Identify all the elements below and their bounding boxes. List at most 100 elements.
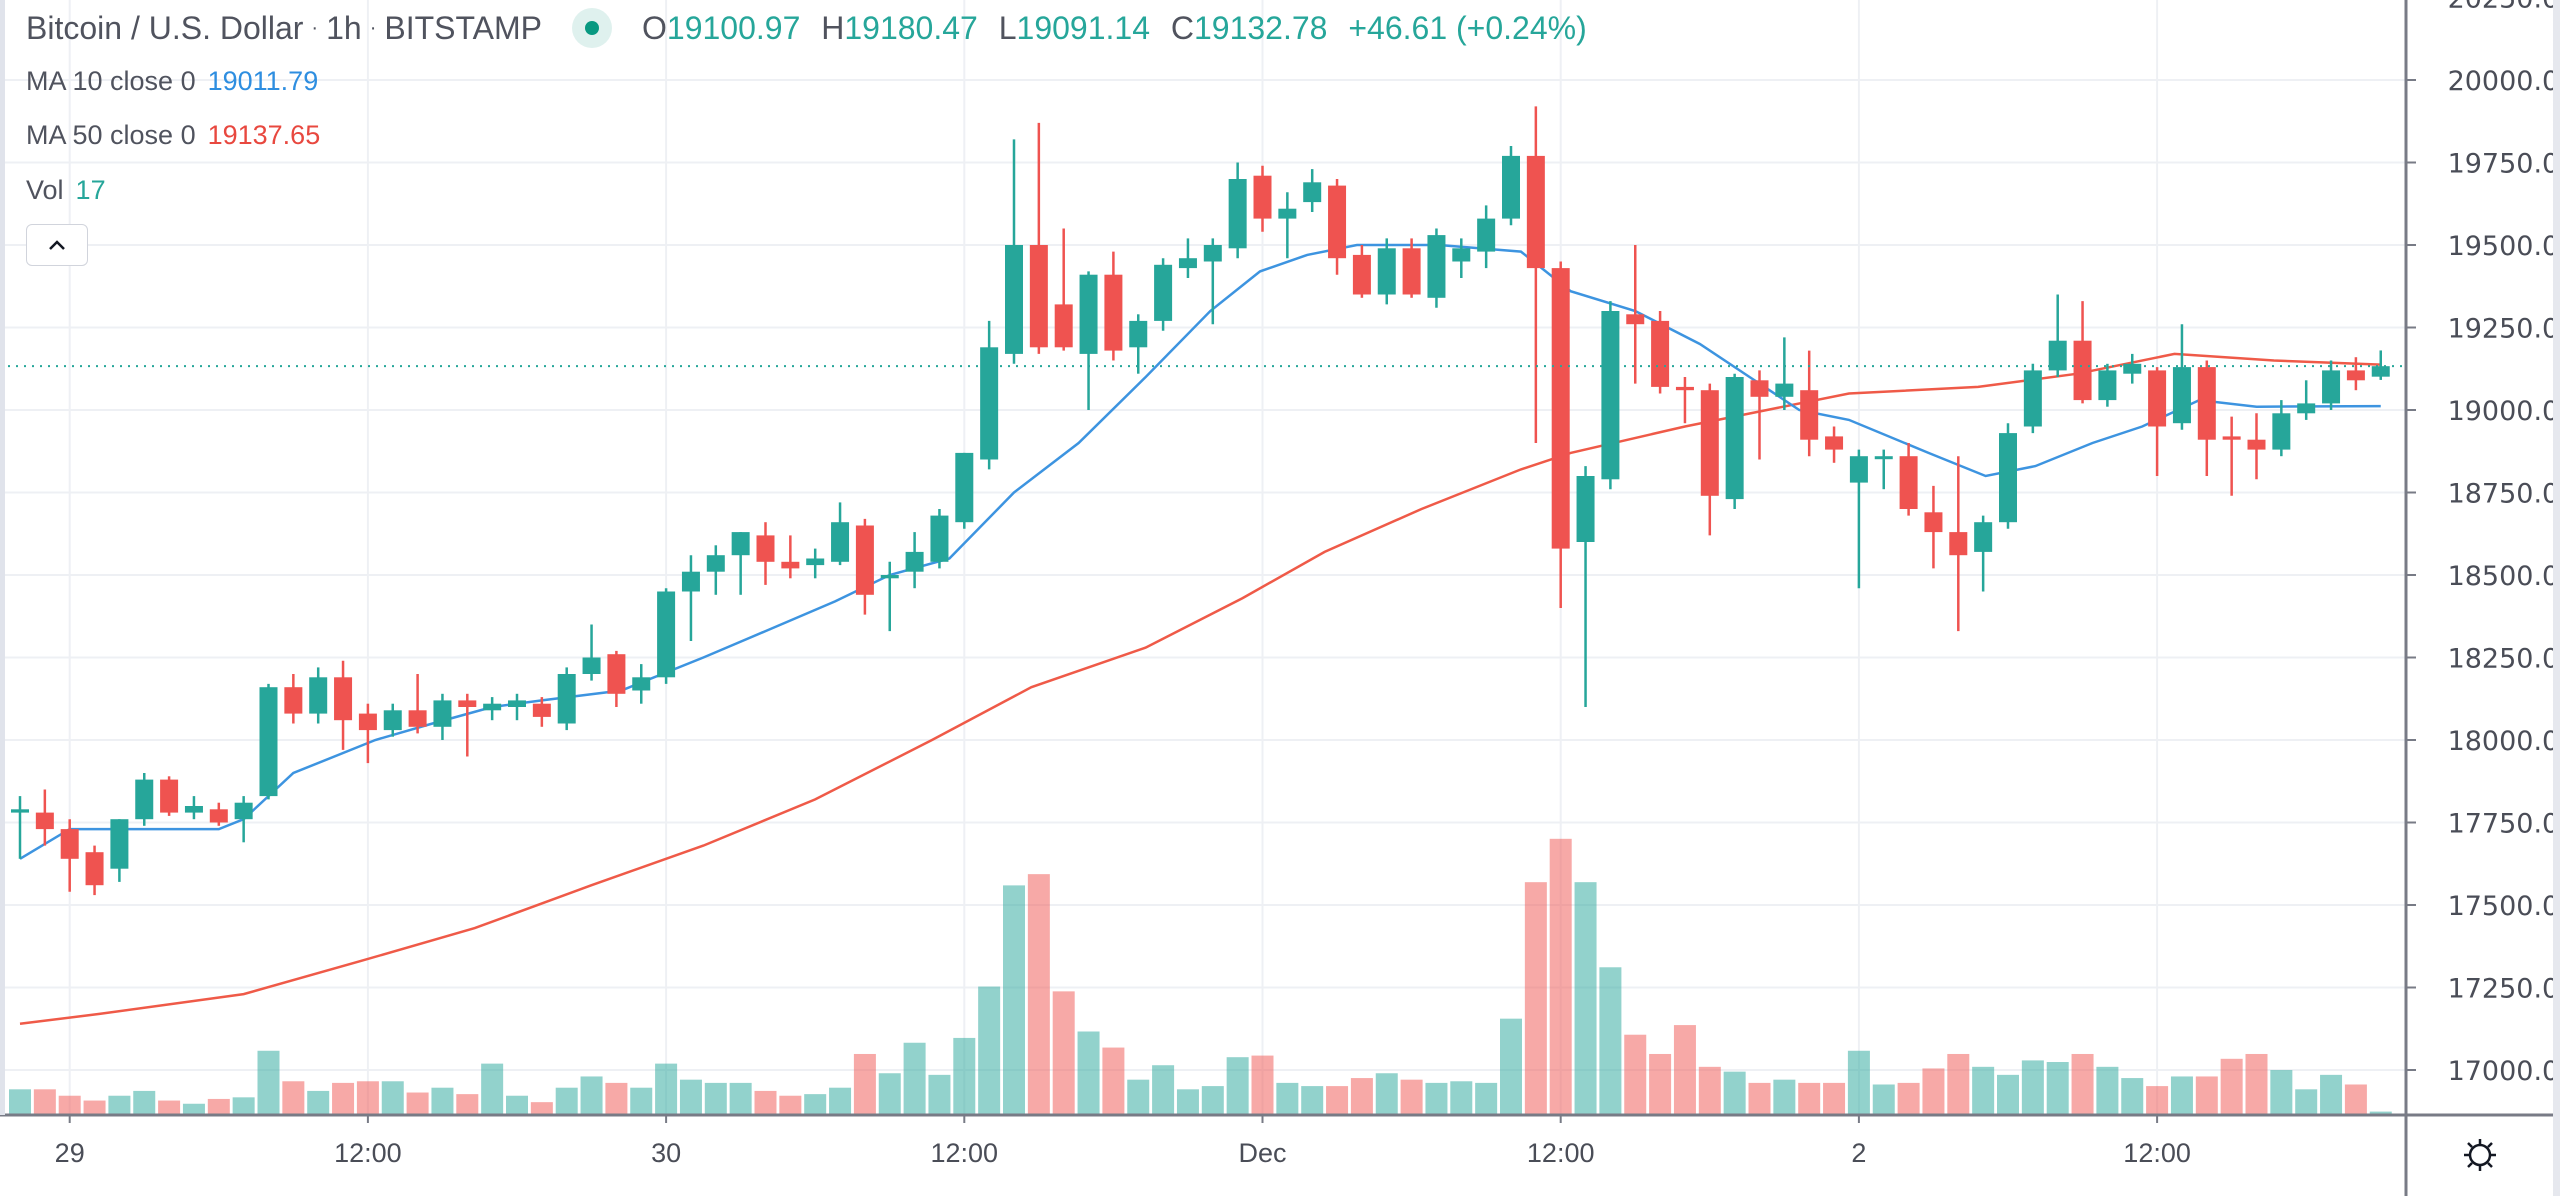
settings-gear-icon[interactable] — [2460, 1135, 2500, 1175]
legend-ma10[interactable]: MA 10 close 0 19011.79 — [26, 66, 318, 97]
volume-bar — [704, 1082, 727, 1115]
volume-bar — [182, 1103, 205, 1115]
volume-bar — [282, 1081, 305, 1115]
low-label: L — [998, 9, 1017, 46]
legend-ma50[interactable]: MA 50 close 0 19137.65 — [26, 120, 320, 151]
ma10-path — [19, 243, 2381, 860]
volume-bar — [133, 1090, 156, 1115]
volume-bar — [456, 1094, 479, 1115]
candle-body — [980, 347, 999, 460]
volume-bar — [2245, 1053, 2268, 1115]
volume-bar — [1723, 1071, 1746, 1115]
volume-bar — [1276, 1082, 1299, 1115]
separator: · — [369, 16, 377, 39]
candle-body — [831, 522, 850, 562]
volume-bar — [655, 1063, 678, 1115]
volume-bar — [9, 1089, 31, 1115]
volume-bar — [580, 1076, 603, 1115]
price-tick-label: 17250.00 — [2448, 974, 2560, 1005]
volume-bar — [332, 1082, 355, 1115]
candle-body — [1924, 512, 1943, 533]
volume-bar — [356, 1081, 379, 1115]
ma10-label: MA 10 close 0 — [26, 66, 196, 96]
candle-body — [955, 452, 974, 523]
legend-volume[interactable]: Vol 17 — [26, 175, 106, 206]
candle-body — [1825, 436, 1844, 450]
time-tick-label: 30 — [651, 1138, 681, 1168]
candle-body — [1054, 304, 1073, 348]
volume-bar — [2344, 1084, 2367, 1115]
candle-body — [408, 710, 427, 727]
candle-body — [1874, 456, 1893, 460]
candle-body — [1328, 185, 1347, 259]
volume-bar — [257, 1050, 280, 1115]
candle-body — [1029, 245, 1048, 348]
candle-body — [880, 575, 899, 579]
volume-bar — [1301, 1086, 1324, 1115]
volume-bar — [878, 1073, 901, 1115]
candle-body — [1899, 456, 1918, 509]
candle-body — [2172, 367, 2191, 424]
candle-body — [1576, 476, 1595, 542]
volume-bar — [2146, 1086, 2169, 1115]
volume-bar — [1251, 1055, 1274, 1115]
candle-body — [35, 812, 54, 830]
volume-bar — [2220, 1058, 2243, 1115]
volume-bar — [1649, 1053, 1672, 1115]
market-status-icon[interactable] — [572, 8, 612, 48]
collapse-legend-button[interactable] — [26, 224, 88, 266]
candle-body — [1626, 314, 1645, 325]
candle-body — [1104, 274, 1123, 351]
volume-bar — [1972, 1066, 1995, 1115]
candlesticks — [11, 106, 2390, 896]
volume-bar — [1500, 1018, 1522, 1115]
price-tick-label: 18500.00 — [2448, 561, 2560, 592]
candle-body — [483, 703, 502, 711]
ma10-line — [19, 243, 2381, 860]
candle-body — [2148, 370, 2167, 427]
interval[interactable]: 1h — [326, 9, 362, 46]
volume-bar — [953, 1037, 976, 1115]
ma50-label: MA 50 close 0 — [26, 120, 196, 150]
volume-bar — [1052, 991, 1075, 1115]
ma50-line — [19, 352, 2381, 1026]
volume-bar — [2369, 1111, 2392, 1115]
symbol-title[interactable]: Bitcoin / U.S. Dollar — [26, 9, 304, 46]
volume-bars — [9, 838, 2392, 1115]
volume-bar — [1003, 885, 1025, 1115]
time-axis[interactable]: 29 12:00 30 12:00 Dec 12:00 2 12:00 — [0, 1113, 2553, 1168]
time-tick-label: 29 — [55, 1138, 85, 1168]
price-tick-label: 19750.00 — [2448, 149, 2560, 180]
candle-body — [607, 654, 626, 694]
candle-body — [1949, 532, 1968, 556]
candle-body — [1651, 320, 1670, 387]
volume-bar — [33, 1089, 56, 1115]
candle-body — [2346, 370, 2365, 381]
candle-body — [1775, 383, 1794, 397]
volume-bar — [1350, 1078, 1373, 1115]
candle-body — [1228, 179, 1247, 249]
volume-bar — [1524, 882, 1547, 1115]
volume-bar — [1574, 882, 1597, 1115]
price-axis[interactable]: 20250.00 20000.00 19750.00 19500.00 19250.00… — [2404, 0, 2560, 1196]
candle-body — [731, 532, 750, 556]
open-label: O — [642, 9, 667, 46]
candle-body — [2098, 370, 2117, 401]
candle-body — [2222, 436, 2241, 440]
separator: · — [311, 16, 319, 39]
low-value: 19091.14 — [1016, 9, 1150, 46]
volume-bar — [506, 1095, 528, 1115]
candle-body — [532, 703, 551, 717]
candle-body — [1725, 377, 1744, 500]
volume-bar — [2270, 1070, 2293, 1115]
candle-body — [1377, 248, 1396, 295]
volume-bar — [1102, 1047, 1125, 1115]
time-tick-label: 12:00 — [334, 1138, 402, 1168]
candle-body — [557, 674, 576, 724]
volume-bar — [1798, 1082, 1821, 1115]
candle-body — [632, 677, 651, 691]
volume-bar — [1872, 1084, 1895, 1115]
candle-body — [681, 571, 700, 592]
volume-bar — [555, 1087, 578, 1115]
